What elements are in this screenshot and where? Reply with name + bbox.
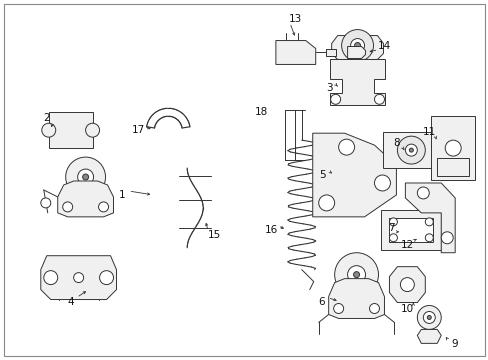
Circle shape [341, 30, 373, 62]
Circle shape [44, 271, 58, 285]
Polygon shape [58, 181, 113, 217]
Circle shape [374, 175, 389, 191]
Circle shape [350, 39, 364, 53]
Polygon shape [329, 59, 385, 105]
Circle shape [62, 202, 73, 212]
Polygon shape [388, 267, 425, 302]
Polygon shape [416, 329, 440, 343]
Text: 13: 13 [288, 14, 302, 24]
Bar [49, 112, 92, 148]
Text: 14: 14 [377, 41, 390, 50]
Text: 10: 10 [400, 305, 413, 315]
Polygon shape [328, 279, 384, 319]
Text: 2: 2 [43, 113, 50, 123]
Polygon shape [275, 41, 315, 64]
Circle shape [405, 144, 416, 156]
Circle shape [416, 306, 440, 329]
Text: 17: 17 [132, 125, 145, 135]
Circle shape [369, 303, 379, 314]
Bar [325, 49, 335, 57]
Bar [388, 218, 432, 242]
Circle shape [347, 266, 365, 284]
Circle shape [74, 273, 83, 283]
Circle shape [400, 278, 413, 292]
Circle shape [334, 253, 378, 297]
Text: 18: 18 [255, 107, 268, 117]
Text: 6: 6 [318, 297, 325, 306]
Circle shape [354, 42, 360, 49]
Circle shape [318, 195, 334, 211]
Circle shape [388, 234, 397, 242]
Polygon shape [41, 256, 116, 300]
Bar [430, 116, 474, 180]
Circle shape [397, 136, 425, 164]
Bar [381, 210, 440, 250]
Circle shape [100, 271, 113, 285]
Text: 16: 16 [264, 225, 278, 235]
Circle shape [330, 94, 340, 104]
Circle shape [440, 232, 452, 244]
Text: 12: 12 [400, 240, 413, 250]
Circle shape [444, 140, 460, 156]
Circle shape [388, 218, 397, 226]
Circle shape [353, 272, 359, 278]
Circle shape [41, 123, 56, 137]
Text: 7: 7 [387, 223, 394, 233]
Circle shape [338, 139, 354, 155]
Polygon shape [312, 133, 396, 217]
Polygon shape [331, 36, 383, 59]
Text: 5: 5 [319, 170, 325, 180]
Circle shape [408, 148, 412, 152]
Circle shape [41, 198, 51, 208]
Text: 15: 15 [207, 230, 220, 240]
Circle shape [416, 187, 428, 199]
Text: 3: 3 [325, 84, 332, 93]
Polygon shape [347, 46, 365, 58]
Circle shape [374, 94, 384, 104]
Bar [436, 158, 468, 176]
Text: 8: 8 [392, 138, 399, 148]
Text: 11: 11 [422, 127, 435, 137]
Bar [383, 132, 438, 168]
Circle shape [425, 234, 432, 242]
Circle shape [425, 218, 432, 226]
Circle shape [427, 315, 430, 319]
Circle shape [78, 169, 93, 185]
Polygon shape [405, 183, 454, 253]
Text: 1: 1 [119, 190, 125, 200]
Circle shape [85, 123, 100, 137]
Circle shape [65, 157, 105, 197]
Text: 9: 9 [450, 339, 457, 349]
Circle shape [423, 311, 434, 323]
Circle shape [333, 303, 343, 314]
Text: 4: 4 [67, 297, 74, 306]
Circle shape [82, 174, 88, 180]
Circle shape [99, 202, 108, 212]
